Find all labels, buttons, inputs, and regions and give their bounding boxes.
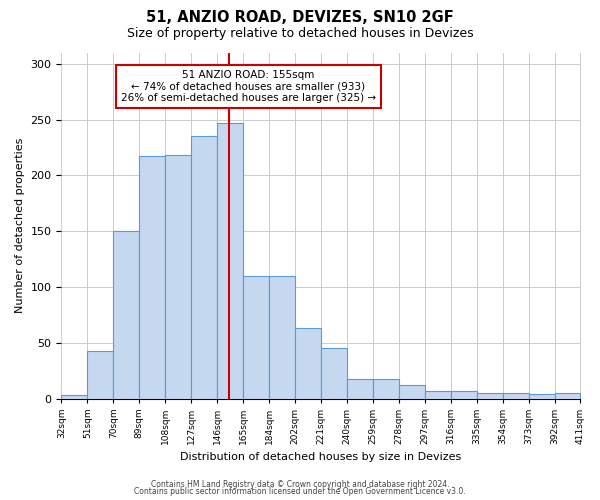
Bar [399,386,425,399]
Bar [554,393,580,399]
Bar [191,136,217,399]
Bar [529,394,554,399]
Bar [503,393,529,399]
Text: Contains HM Land Registry data © Crown copyright and database right 2024.: Contains HM Land Registry data © Crown c… [151,480,449,489]
Bar [451,391,476,399]
Bar [295,328,321,399]
Bar [165,156,191,399]
Bar [269,276,295,399]
Text: 51, ANZIO ROAD, DEVIZES, SN10 2GF: 51, ANZIO ROAD, DEVIZES, SN10 2GF [146,10,454,25]
Bar [373,378,399,399]
Text: Contains public sector information licensed under the Open Government Licence v3: Contains public sector information licen… [134,488,466,496]
Bar [425,391,451,399]
Bar [217,123,243,399]
Bar [88,350,113,399]
Y-axis label: Number of detached properties: Number of detached properties [15,138,25,314]
Bar [61,396,88,399]
X-axis label: Distribution of detached houses by size in Devizes: Distribution of detached houses by size … [181,452,461,462]
Bar [347,378,373,399]
Bar [139,156,165,399]
Text: 51 ANZIO ROAD: 155sqm
← 74% of detached houses are smaller (933)
26% of semi-det: 51 ANZIO ROAD: 155sqm ← 74% of detached … [121,70,376,103]
Bar [476,393,503,399]
Bar [321,348,347,399]
Bar [113,231,139,399]
Text: Size of property relative to detached houses in Devizes: Size of property relative to detached ho… [127,28,473,40]
Bar [243,276,269,399]
